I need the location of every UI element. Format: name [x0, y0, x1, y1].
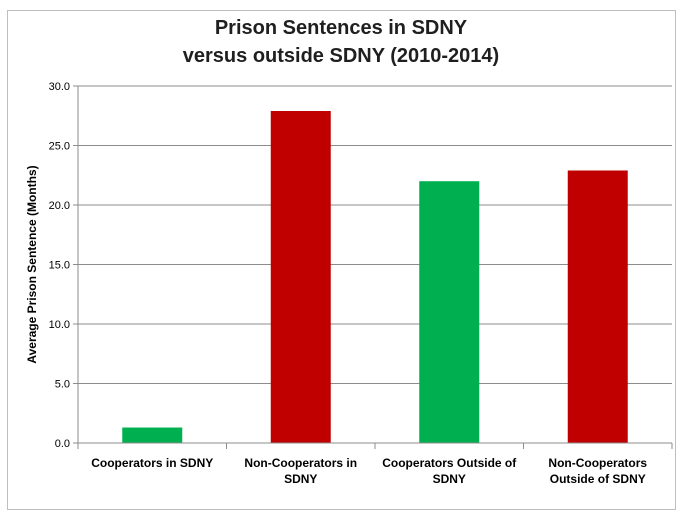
x-category-label: SDNY: [433, 472, 466, 485]
x-category-label: Cooperators in SDNY: [91, 456, 213, 470]
chart-title-line-2: versus outside SDNY (2010-2014): [182, 45, 500, 67]
x-category-label: Cooperators Outside of: [382, 456, 517, 470]
y-tick-label: 30.0: [49, 81, 70, 93]
x-category-label: Outside of SDNY: [550, 472, 646, 485]
y-tick-label: 5.0: [55, 379, 70, 391]
x-category-label: SDNY: [284, 472, 317, 485]
x-category-label: Non-Cooperators: [548, 456, 647, 470]
y-tick-label: 20.0: [49, 200, 70, 212]
chart-frame: [7, 10, 676, 510]
y-tick-label: 0.0: [55, 438, 70, 450]
y-tick-label: 10.0: [49, 319, 70, 331]
bar-1: [122, 427, 183, 443]
y-tick-label: 15.0: [49, 260, 70, 272]
bar-4: [567, 170, 628, 444]
chart-title-line-1: Prison Sentences in SDNY: [214, 17, 468, 39]
bar-3: [419, 181, 480, 443]
y-axis-title: Average Prison Sentence (Months): [25, 165, 39, 363]
x-category-label: Non-Cooperators in: [244, 456, 357, 470]
y-tick-label: 25.0: [49, 141, 70, 153]
bar-2: [270, 110, 331, 444]
bar-chart: 0.0 5.0 10.0 15.0 20.0 25.0 30.0 Average Prison…: [25, 81, 673, 485]
